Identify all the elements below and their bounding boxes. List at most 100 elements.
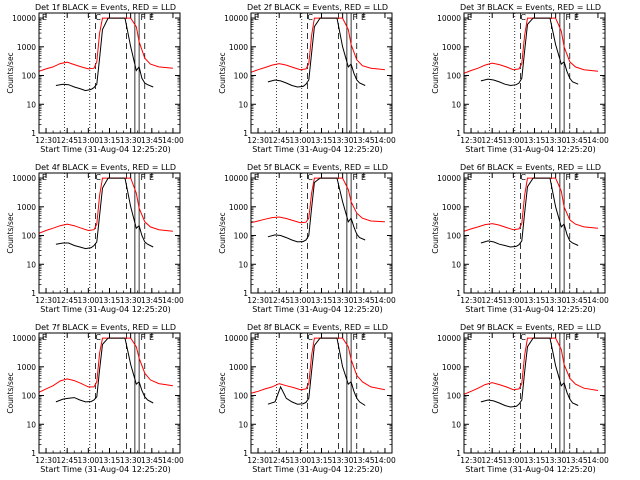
- chart-title: Det 5f BLACK = Events, RED = LLD: [247, 163, 388, 172]
- x-tick-label: 13:15: [99, 456, 121, 465]
- x-tick-label: 14:00: [162, 136, 184, 145]
- attenuator-marker: F: [566, 173, 571, 182]
- series-line-lld: [39, 177, 173, 234]
- chart-panel-6: Det 6f BLACK = Events, RED = LLDECFE1101…: [431, 163, 609, 314]
- attenuator-marker: C: [520, 13, 526, 22]
- y-axis-label: Counts/sec: [6, 52, 15, 93]
- x-tick-label: 13:00: [503, 136, 525, 145]
- attenuator-marker: E: [467, 173, 472, 182]
- y-tick-label: 10: [451, 420, 461, 429]
- x-tick-label: 14:00: [587, 296, 609, 305]
- series-line-events: [55, 177, 154, 250]
- x-tick-label: 13:30: [545, 456, 567, 465]
- series-line-lld: [251, 177, 385, 224]
- reference-lines: [63, 333, 146, 453]
- series-line-events: [480, 337, 579, 408]
- attenuator-marker: E: [42, 333, 47, 342]
- attenuator-marker: C: [520, 333, 526, 342]
- axes-frame: [38, 172, 181, 294]
- attenuator-marker: F: [353, 333, 358, 342]
- y-tick-label: 1: [456, 289, 461, 298]
- y-tick-label: 10: [451, 260, 461, 269]
- y-tick-label: 1: [243, 449, 248, 458]
- series-line-events: [55, 337, 154, 404]
- y-axis-label: Counts/sec: [218, 212, 227, 253]
- x-tick-label: 13:00: [503, 456, 525, 465]
- chart-panel-4: Det 4f BLACK = Events, RED = LLDECFE1101…: [6, 163, 184, 314]
- x-tick-label: 13:15: [311, 456, 333, 465]
- series-line-events: [480, 177, 579, 248]
- attenuator-marker: F: [141, 173, 146, 182]
- axes-frame: [250, 12, 393, 134]
- x-tick-label: 13:15: [311, 296, 333, 305]
- series-line-events: [267, 177, 366, 243]
- x-tick-label: 13:30: [120, 136, 142, 145]
- attenuator-marker: C: [95, 13, 101, 22]
- chart-title: Det 9f BLACK = Events, RED = LLD: [460, 323, 601, 332]
- y-tick-label: 1: [31, 289, 36, 298]
- x-tick-label: 12:45: [56, 296, 78, 305]
- y-tick-label: 10: [451, 100, 461, 109]
- attenuator-marker: E: [467, 13, 472, 22]
- y-tick-label: 1000: [442, 363, 461, 372]
- y-tick-label: 1000: [17, 43, 36, 52]
- series-line-lld: [39, 17, 173, 72]
- x-axis-label: Start Time (31-Aug-04 12:25:20): [40, 145, 171, 154]
- reference-lines: [488, 13, 571, 133]
- x-tick-label: 13:45: [566, 136, 588, 145]
- attenuator-marker: E: [254, 173, 259, 182]
- attenuator-marker: F: [353, 13, 358, 22]
- y-axis-label: Counts/sec: [431, 372, 440, 413]
- chart-title: Det 3f BLACK = Events, RED = LLD: [460, 3, 601, 12]
- y-tick-label: 1000: [229, 43, 248, 52]
- chart-panel-3: Det 3f BLACK = Events, RED = LLDECFE1101…: [431, 3, 609, 154]
- x-tick-label: 12:30: [460, 296, 482, 305]
- series-group: [464, 17, 599, 87]
- series-line-events: [267, 337, 366, 406]
- x-tick-label: 13:15: [311, 136, 333, 145]
- x-axis-label: Start Time (31-Aug-04 12:25:20): [252, 465, 383, 474]
- attenuator-marker: C: [307, 173, 313, 182]
- series-line-lld: [464, 17, 599, 74]
- series-group: [251, 177, 385, 243]
- chart-title: Det 1f BLACK = Events, RED = LLD: [35, 3, 176, 12]
- y-tick-label: 1000: [229, 363, 248, 372]
- y-tick-label: 100: [234, 72, 249, 81]
- x-tick-label: 12:30: [247, 296, 269, 305]
- axes-frame: [463, 332, 606, 454]
- x-tick-label: 13:15: [524, 296, 546, 305]
- attenuator-marker: E: [254, 13, 259, 22]
- attenuator-marker: F: [566, 13, 571, 22]
- series-group: [251, 17, 385, 88]
- attenuator-marker: C: [307, 13, 313, 22]
- x-tick-label: 13:15: [99, 136, 121, 145]
- axes-frame: [463, 12, 606, 134]
- x-tick-label: 14:00: [587, 456, 609, 465]
- chart-panel-8: Det 8f BLACK = Events, RED = LLDECFE1101…: [218, 323, 396, 474]
- y-tick-label: 1: [243, 289, 248, 298]
- x-tick-label: 12:45: [481, 456, 503, 465]
- x-tick-label: 12:45: [56, 136, 78, 145]
- x-axis-label: Start Time (31-Aug-04 12:25:20): [252, 145, 383, 154]
- y-tick-label: 1000: [442, 43, 461, 52]
- chart-panel-2: Det 2f BLACK = Events, RED = LLDECFE1101…: [218, 3, 396, 154]
- chart-title: Det 7f BLACK = Events, RED = LLD: [35, 323, 176, 332]
- y-tick-label: 1000: [442, 203, 461, 212]
- y-tick-label: 10: [26, 100, 36, 109]
- x-tick-label: 13:00: [78, 136, 100, 145]
- y-tick-label: 10: [238, 100, 248, 109]
- series-line-lld: [464, 337, 599, 395]
- y-tick-label: 1: [31, 129, 36, 138]
- x-tick-label: 14:00: [374, 136, 396, 145]
- x-tick-label: 13:15: [524, 456, 546, 465]
- x-tick-label: 13:00: [290, 296, 312, 305]
- y-tick-label: 10000: [437, 174, 461, 183]
- reference-lines: [63, 173, 146, 293]
- series-group: [251, 337, 385, 406]
- attenuator-marker: F: [353, 173, 358, 182]
- reference-lines: [63, 13, 146, 133]
- y-tick-label: 10: [238, 420, 248, 429]
- attenuator-marker: E: [467, 333, 472, 342]
- x-tick-label: 13:45: [141, 136, 163, 145]
